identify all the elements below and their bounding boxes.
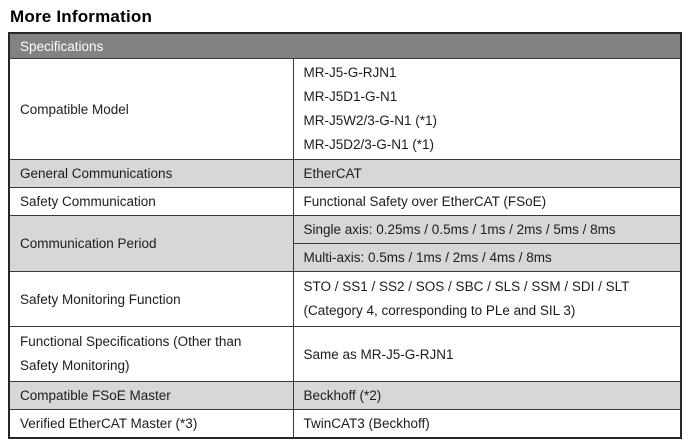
page-title: More Information xyxy=(10,7,153,26)
value-safety-communication: Functional Safety over EtherCAT (FSoE) xyxy=(292,187,682,216)
table-header-specifications: Specifications xyxy=(8,32,682,59)
table-header-row: Specifications xyxy=(8,32,682,59)
row-compatible-model: Compatible Model MR-J5-G-RJN1 MR-J5D1-G-… xyxy=(8,58,682,160)
label-general-communications: General Communications xyxy=(8,159,294,188)
compatible-model-line-2: MR-J5D1-G-N1 xyxy=(303,89,398,104)
label-safety-monitoring-function: Safety Monitoring Function xyxy=(8,271,294,327)
compatible-model-line-1: MR-J5-G-RJN1 xyxy=(303,65,397,80)
row-functional-specifications: Functional Specifications (Other than Sa… xyxy=(8,326,682,382)
row-general-communications: General Communications EtherCAT xyxy=(8,159,682,188)
label-communication-period: Communication Period xyxy=(8,215,294,272)
label-safety-communication: Safety Communication xyxy=(8,187,294,216)
label-compatible-fsoe-master: Compatible FSoE Master xyxy=(8,381,294,410)
specifications-table: Specifications Compatible Model MR-J5-G-… xyxy=(8,32,683,439)
value-verified-ethercat-master: TwinCAT3 (Beckhoff) xyxy=(292,409,682,439)
value-communication-period-multi-axis: Multi-axis: 0.5ms / 1ms / 2ms / 4ms / 8m… xyxy=(292,243,682,272)
row-verified-ethercat-master: Verified EtherCAT Master (*3) TwinCAT3 (… xyxy=(8,409,682,439)
compatible-model-line-3: MR-J5W2/3-G-N1 (*1) xyxy=(303,113,438,128)
value-compatible-model: MR-J5-G-RJN1 MR-J5D1-G-N1 MR-J5W2/3-G-N1… xyxy=(292,58,682,160)
safety-monitoring-category-note: (Category 4, corresponding to PLe and SI… xyxy=(303,303,576,318)
row-communication-period-multi: Multi-axis: 0.5ms / 1ms / 2ms / 4ms / 8m… xyxy=(9,243,682,272)
value-compatible-fsoe-master: Beckhoff (*2) xyxy=(292,381,682,410)
label-functional-specifications: Functional Specifications (Other than Sa… xyxy=(8,326,294,382)
label-verified-ethercat-master: Verified EtherCAT Master (*3) xyxy=(8,409,294,439)
row-compatible-fsoe-master: Compatible FSoE Master Beckhoff (*2) xyxy=(8,381,682,410)
row-communication-period-single: Communication Period Single axis: 0.25ms… xyxy=(8,215,682,272)
value-safety-monitoring-function: STO / SS1 / SS2 / SOS / SBC / SLS / SSM … xyxy=(292,271,682,327)
compatible-model-line-4: MR-J5D2/3-G-N1 (*1) xyxy=(303,137,435,152)
row-safety-communication: Safety Communication Functional Safety o… xyxy=(8,187,682,216)
value-communication-period-single-axis: Single axis: 0.25ms / 0.5ms / 1ms / 2ms … xyxy=(292,215,682,244)
value-general-communications: EtherCAT xyxy=(292,159,682,188)
label-compatible-model: Compatible Model xyxy=(8,58,294,160)
value-functional-specifications: Same as MR-J5-G-RJN1 xyxy=(292,326,682,382)
safety-monitoring-functions-list: STO / SS1 / SS2 / SOS / SBC / SLS / SSM … xyxy=(303,279,630,294)
row-safety-monitoring-function: Safety Monitoring Function STO / SS1 / S… xyxy=(8,271,682,327)
